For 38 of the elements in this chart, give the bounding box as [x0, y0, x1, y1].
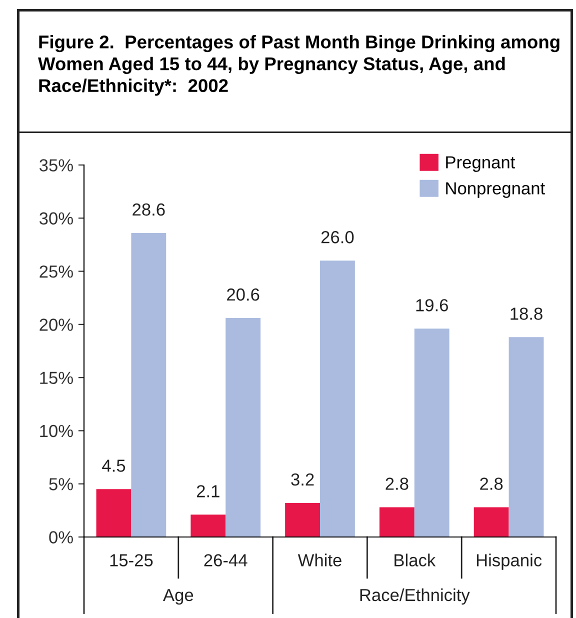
data-label: 3.2	[291, 473, 314, 486]
data-label: 28.6	[132, 203, 165, 216]
data-label: 19.6	[416, 299, 448, 312]
x-tick-label: Hispanic	[476, 554, 542, 570]
legend-label: Nonpregnant	[446, 182, 545, 198]
bar	[320, 260, 355, 537]
bar	[508, 337, 544, 537]
data-label: 2.8	[480, 478, 503, 490]
bar	[96, 489, 132, 537]
x-tick-label: Black	[394, 554, 436, 566]
bar	[414, 328, 450, 537]
legend-label: Pregnant	[446, 156, 516, 172]
bar	[190, 514, 226, 537]
data-label: 2.8	[386, 478, 408, 490]
data-label: 26.0	[321, 231, 354, 244]
x-tick-label: 15-25	[110, 554, 153, 566]
text: Race/Ethnicity	[360, 588, 470, 605]
y-tick-label: 10%	[40, 424, 73, 438]
data-label: 4.5	[102, 460, 126, 472]
chart-title: Figure 2. Percentages of Past Month Binge Drinking among Women Aged 15 to 44, by Pregnancy Status, Age, and Race/Ethnicity*: 2002	[38, 35, 560, 96]
x-tick-label: White	[298, 554, 342, 566]
y-tick-label: 20%	[40, 318, 73, 331]
x-tick-label: 26-44	[204, 554, 248, 566]
bar	[131, 233, 166, 537]
bar	[285, 502, 320, 537]
y-tick-label: 0%	[49, 531, 73, 544]
bar	[226, 318, 261, 537]
y-tick-label: 30%	[40, 212, 73, 225]
text: Age	[162, 589, 194, 605]
data-label: 2.1	[196, 485, 220, 498]
data-label: 18.8	[510, 308, 542, 320]
bar	[379, 507, 414, 537]
y-tick-label: 25%	[40, 265, 73, 278]
y-tick-label: 5%	[49, 478, 73, 490]
y-tick-label: 15%	[40, 372, 73, 384]
y-tick-label: 35%	[40, 159, 73, 172]
data-label: 20.6	[227, 288, 260, 301]
bar	[474, 507, 509, 537]
